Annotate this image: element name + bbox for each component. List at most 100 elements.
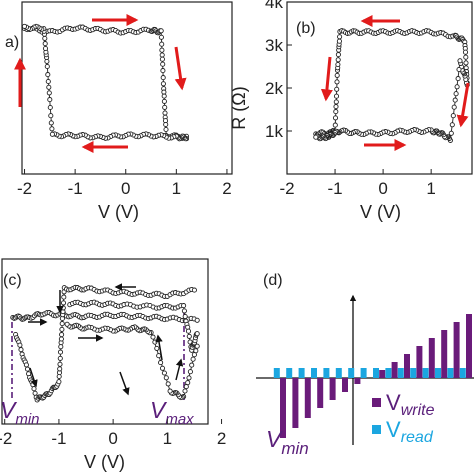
a-data-point <box>160 81 166 87</box>
c-x-tick-label: 2 <box>217 429 226 448</box>
panel-d: (d) Vmin Vwrite Vread <box>256 272 474 458</box>
c-data-point <box>183 384 189 390</box>
panel-c-data <box>10 283 200 403</box>
a-data-point <box>46 90 52 96</box>
b-data-point <box>337 34 343 40</box>
b-data-point <box>449 122 455 128</box>
b-data-point <box>452 97 458 103</box>
b-data-point <box>332 115 339 121</box>
c-data-point <box>58 336 64 342</box>
c-data-point <box>150 334 156 340</box>
b-data-point <box>456 66 462 73</box>
panel-c-label: (c) <box>3 272 22 289</box>
a-data-point <box>46 84 52 90</box>
a-data-point <box>160 75 166 81</box>
c-data-point <box>154 345 160 351</box>
a-data-point <box>161 93 167 99</box>
a-data-point <box>42 41 48 47</box>
write-bar <box>304 378 311 418</box>
c-data-point <box>23 362 29 368</box>
b-data-point <box>334 79 340 85</box>
read-bar <box>447 368 454 378</box>
a-x-tick-label: -1 <box>68 179 83 198</box>
b-data-point <box>313 134 319 140</box>
c-data-point <box>186 333 192 339</box>
c-x-tick-label: 0 <box>108 429 117 448</box>
c-data-point <box>61 294 67 300</box>
panel-b-data <box>313 14 470 151</box>
c-data-point <box>190 356 196 362</box>
b-data-point <box>463 60 469 66</box>
write-bar <box>441 330 448 378</box>
c-data-point <box>186 375 192 381</box>
c-data-point <box>167 388 173 394</box>
c-data-point <box>59 332 65 338</box>
write-bar <box>379 370 386 378</box>
panel-a-frame <box>21 1 233 175</box>
a-data-point <box>42 35 48 41</box>
legend-read-label: Vread <box>386 417 434 446</box>
direction-arrow-up <box>175 358 184 381</box>
write-bar <box>416 346 423 378</box>
a-data-point <box>45 78 51 85</box>
b-data-point <box>335 52 341 58</box>
b-y-tick-label: 1k <box>265 122 283 141</box>
panel-b-label: (b) <box>296 20 316 37</box>
read-bar <box>459 368 466 378</box>
c-data-point <box>163 375 169 381</box>
c-data-point <box>187 369 193 375</box>
c-data-point <box>58 344 64 350</box>
read-bar <box>311 368 317 378</box>
read-bar <box>385 368 392 378</box>
legend-read-swatch <box>372 425 381 434</box>
b-data-point <box>334 72 340 78</box>
b-data-point <box>453 91 459 97</box>
c-data-point <box>194 331 200 337</box>
write-bar <box>354 378 361 384</box>
panel-b-y-ticks: 1k 2k 3k 4k <box>265 0 292 141</box>
direction-arrow-down <box>29 367 38 388</box>
panel-c-frame <box>1 258 209 425</box>
c-data-point <box>57 355 63 361</box>
panel-d-label: (d) <box>263 272 283 289</box>
b-data-point <box>463 54 469 60</box>
read-bar <box>422 368 429 378</box>
a-data-point <box>42 45 49 52</box>
vmin-annotation: Vmin <box>0 397 40 428</box>
b-x-tick-label: 0 <box>378 179 387 198</box>
b-x-tick-label: 1 <box>426 179 435 198</box>
a-data-point <box>162 104 168 110</box>
read-bar <box>348 368 355 378</box>
c-data-point <box>181 303 187 309</box>
a-data-point <box>21 23 28 29</box>
c-data-point <box>152 339 158 345</box>
a-data-point <box>160 68 166 74</box>
write-bar <box>428 338 435 378</box>
c-data-point <box>57 349 64 355</box>
direction-arrow-up <box>456 82 470 128</box>
b-data-point <box>462 49 469 55</box>
read-bar <box>273 368 280 378</box>
c-x-tick-label: -1 <box>51 429 66 448</box>
b-data-point <box>332 122 338 128</box>
c-data-point <box>17 342 23 348</box>
c-data-point <box>60 300 67 306</box>
c-data-point <box>159 365 166 371</box>
a-data-point <box>159 52 165 58</box>
read-bar <box>373 368 379 378</box>
c-data-point <box>158 360 164 366</box>
a-data-point <box>48 113 54 119</box>
a-data-point <box>47 97 53 103</box>
legend-write-label: Vwrite <box>386 390 435 419</box>
a-data-point <box>47 104 53 111</box>
c-x-tick-label: -2 <box>0 429 12 448</box>
panel-a-label: a) <box>5 34 19 51</box>
panel-b-x-axis-label: V (V) <box>360 202 401 222</box>
a-data-point <box>44 63 50 70</box>
b-y-tick-label: 2k <box>265 79 283 98</box>
panel-c-x-axis-label: V (V) <box>84 452 125 472</box>
b-data-point <box>451 104 457 110</box>
